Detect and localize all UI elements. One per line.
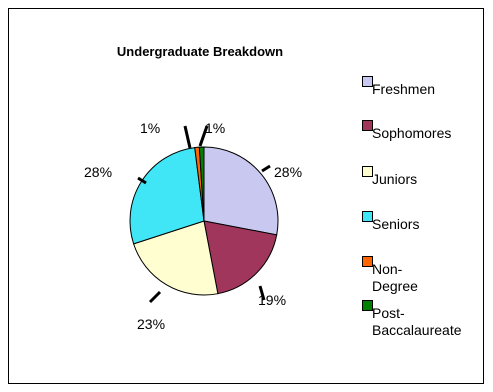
data-label-post-baccalaureate: 1% (205, 120, 226, 136)
legend-swatch (362, 76, 373, 87)
pie-slice-juniors (132, 220, 219, 296)
legend-label: Freshmen (372, 81, 436, 97)
pie-slice-post-baccalaureate (198, 146, 205, 222)
leader-line-freshmen (261, 164, 271, 173)
legend-swatch (362, 211, 373, 222)
pie-slice-sophomores (203, 220, 278, 295)
legend-swatch (362, 120, 373, 131)
data-label-seniors: 28% (84, 164, 113, 180)
legend-label: Juniors (372, 171, 418, 187)
data-label-sophomores: 19% (258, 292, 287, 308)
legend-swatch (362, 300, 373, 311)
data-label-non-degree: 1% (140, 120, 161, 136)
legend-swatch (362, 256, 373, 267)
legend-label: Non-Degree (372, 261, 418, 294)
pie-slice-freshmen (203, 146, 279, 236)
chart-title: Undergraduate Breakdown (116, 44, 284, 59)
leader-line-post-baccalaureate (198, 125, 209, 147)
leader-line-sophomores (258, 285, 266, 301)
legend-label: Sophomores (372, 125, 452, 141)
leader-line-non-degree (183, 125, 192, 149)
leader-line-juniors (148, 290, 162, 304)
legend-label: Post- Baccalaureate (372, 305, 462, 338)
leader-line-seniors (137, 176, 147, 185)
legend-swatch (362, 166, 373, 177)
legend-label: Seniors (372, 216, 420, 232)
data-label-freshmen: 28% (274, 164, 303, 180)
data-label-juniors: 23% (137, 316, 166, 332)
